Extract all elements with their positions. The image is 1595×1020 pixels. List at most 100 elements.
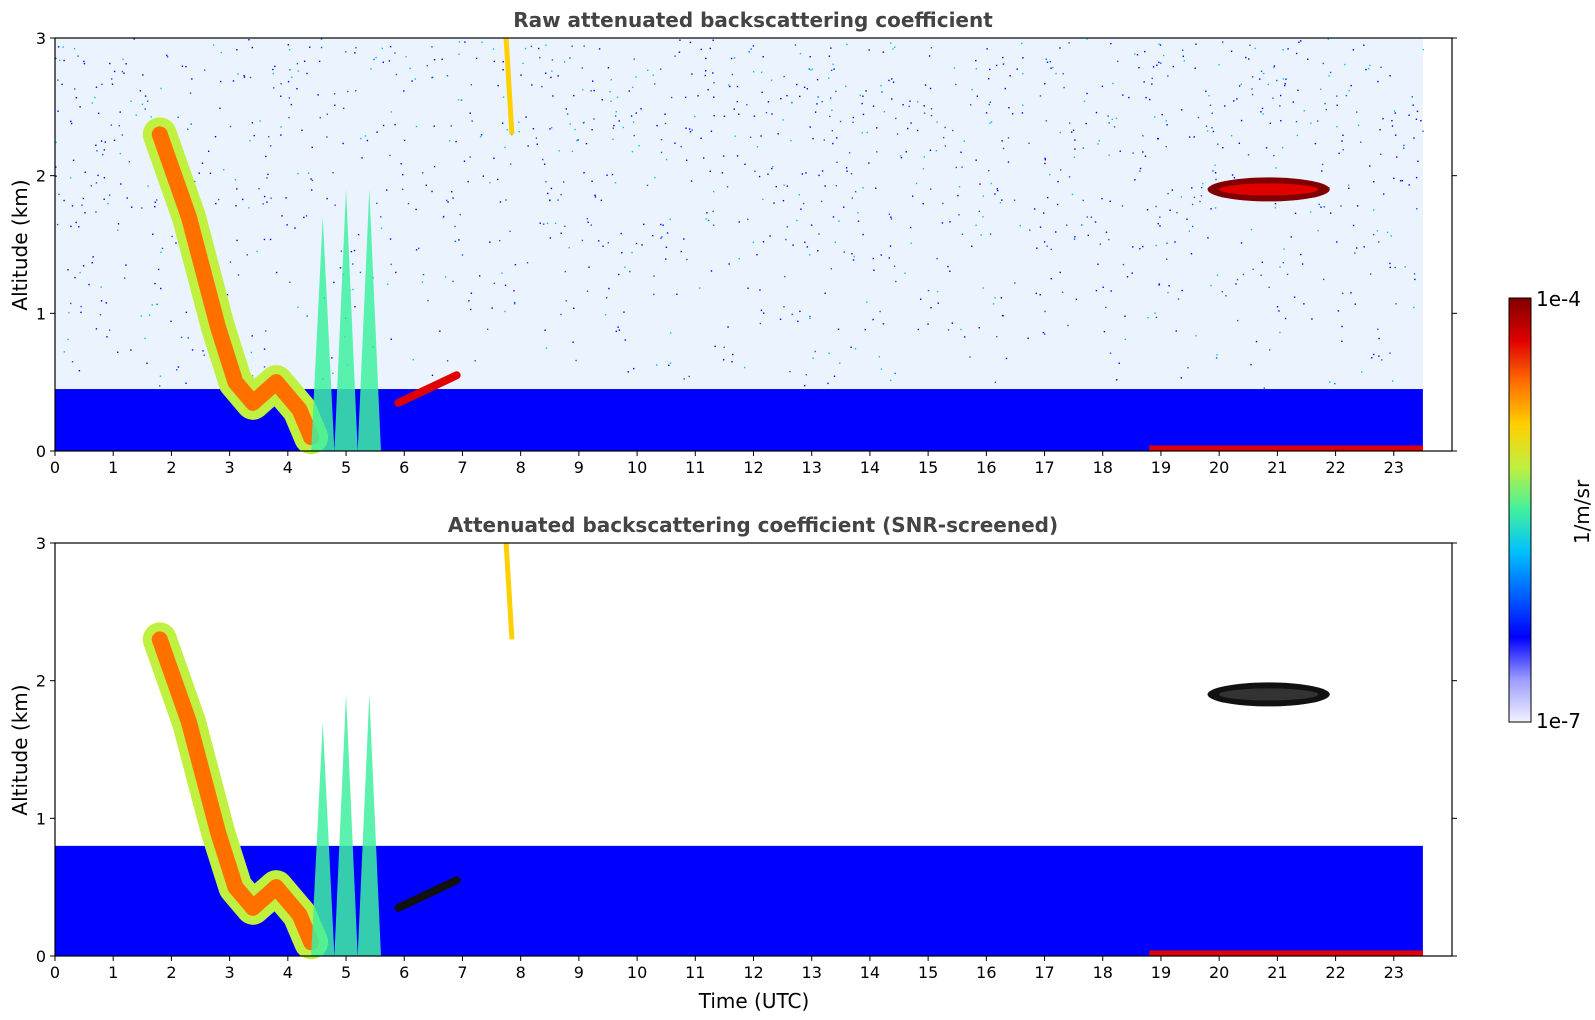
noise-point <box>660 138 663 141</box>
noise-point <box>577 139 579 141</box>
noise-point <box>1279 105 1281 107</box>
noise-point <box>1413 306 1415 309</box>
noise-point <box>207 150 210 153</box>
noise-point <box>852 116 855 119</box>
noise-point <box>491 307 493 309</box>
noise-point <box>1240 242 1243 244</box>
noise-point <box>498 239 501 242</box>
noise-point <box>797 320 799 323</box>
noise-point <box>771 167 773 170</box>
noise-point <box>454 240 457 243</box>
noise-point <box>1216 354 1218 356</box>
noise-point <box>57 79 59 81</box>
noise-point <box>593 118 595 120</box>
noise-point <box>1009 75 1011 77</box>
noise-point <box>1155 316 1158 319</box>
noise-point <box>193 180 196 183</box>
noise-point <box>411 80 413 82</box>
noise-point <box>55 175 57 177</box>
noise-point <box>736 85 739 88</box>
noise-point <box>975 224 977 226</box>
noise-point <box>1365 68 1367 71</box>
noise-point <box>1143 81 1145 83</box>
colorbar-unit-label: 1/m/sr <box>1570 479 1594 544</box>
noise-point <box>1237 319 1239 322</box>
noise-point <box>100 140 103 142</box>
noise-point <box>569 57 571 59</box>
noise-point <box>119 111 121 113</box>
noise-point <box>955 83 957 86</box>
ground-return <box>1149 445 1423 451</box>
noise-point <box>872 105 875 107</box>
noise-point <box>1369 273 1372 275</box>
noise-point <box>1215 357 1218 359</box>
noise-point <box>333 93 336 95</box>
noise-point <box>612 138 614 140</box>
noise-point <box>902 104 904 106</box>
noise-point <box>103 176 106 179</box>
noise-point <box>571 45 573 47</box>
noise-point <box>541 85 543 88</box>
noise-point <box>1108 154 1110 156</box>
noise-point <box>1282 261 1285 264</box>
noise-point <box>1066 224 1068 226</box>
noise-point <box>389 45 392 48</box>
noise-point <box>105 302 108 304</box>
noise-point <box>289 281 291 283</box>
noise-point <box>964 336 966 338</box>
noise-point <box>128 160 131 163</box>
noise-point <box>1420 120 1422 122</box>
noise-point <box>100 286 102 288</box>
noise-point <box>251 335 253 337</box>
noise-point <box>265 330 267 332</box>
noise-point <box>868 49 870 51</box>
noise-point <box>564 270 566 273</box>
noise-point <box>927 323 929 325</box>
noise-point <box>446 75 449 77</box>
noise-point <box>1122 94 1124 96</box>
noise-point <box>690 180 693 182</box>
noise-point <box>551 70 553 72</box>
noise-point <box>123 277 126 279</box>
noise-point <box>872 257 874 260</box>
noise-point <box>270 145 272 147</box>
x-tick-label: 22 <box>1325 458 1345 477</box>
noise-point <box>431 374 434 377</box>
noise-point <box>978 210 981 213</box>
noise-point <box>723 346 725 348</box>
noise-point <box>700 48 702 51</box>
noise-point <box>987 169 990 172</box>
noise-point <box>121 70 124 73</box>
aerosol-plume <box>334 189 358 451</box>
noise-point <box>1042 212 1045 214</box>
noise-point <box>1391 120 1393 122</box>
noise-point <box>1260 274 1262 276</box>
noise-point <box>1200 195 1203 197</box>
noise-point <box>545 347 548 349</box>
noise-point <box>1247 154 1250 156</box>
noise-point <box>526 262 529 264</box>
noise-point <box>1347 184 1350 186</box>
noise-point <box>237 274 240 276</box>
noise-point <box>953 67 956 69</box>
noise-point <box>846 43 848 46</box>
noise-point <box>1342 149 1344 151</box>
noise-point <box>550 76 552 79</box>
noise-point <box>70 225 72 228</box>
noise-point <box>1001 140 1003 142</box>
noise-point <box>1415 118 1418 120</box>
noise-point <box>987 78 990 80</box>
noise-point <box>1408 184 1410 186</box>
noise-point <box>894 372 896 375</box>
noise-point <box>854 190 857 193</box>
noise-point <box>756 253 758 256</box>
noise-point <box>1323 206 1326 208</box>
noise-point <box>1152 66 1155 68</box>
noise-point <box>1222 147 1224 149</box>
noise-point <box>565 108 568 110</box>
noise-point <box>674 142 676 144</box>
noise-point <box>431 76 433 79</box>
noise-point <box>730 57 733 60</box>
noise-point <box>106 336 108 338</box>
noise-point <box>501 272 503 274</box>
